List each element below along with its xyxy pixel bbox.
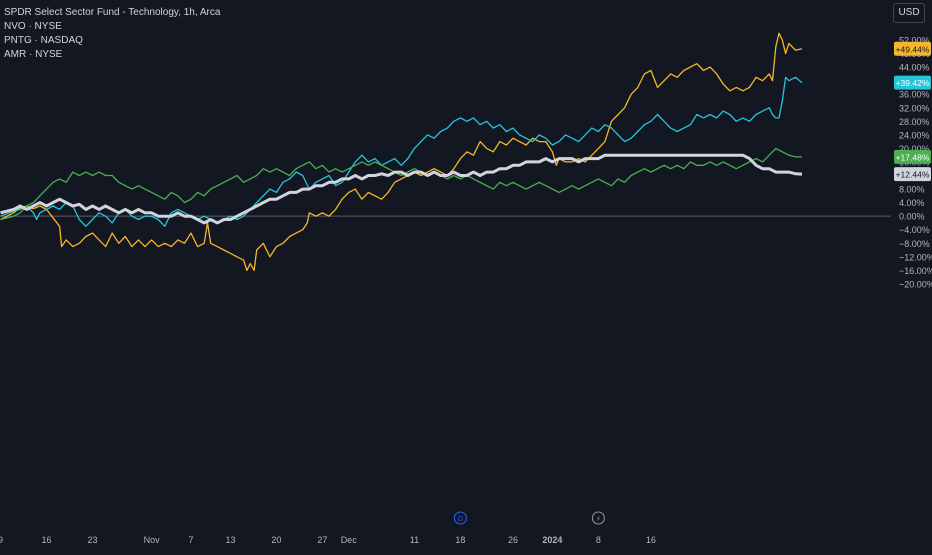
- value-badge-nvo: +17.48%: [894, 149, 931, 164]
- x-tick-label: 16: [646, 535, 656, 545]
- currency-button[interactable]: USD: [893, 3, 925, 23]
- x-tick-label: Dec: [341, 535, 358, 545]
- value-badge-label: +12.44%: [896, 170, 930, 180]
- y-tick-label: 24.00%: [899, 130, 930, 140]
- y-tick-label: −20.00%: [899, 279, 932, 289]
- x-tick-label: 9: [0, 535, 3, 545]
- x-tick-label: 20: [271, 535, 281, 545]
- legend-item-pntg[interactable]: PNTG · NASDAQ: [4, 35, 83, 46]
- dividend-marker-icon[interactable]: D: [453, 511, 467, 525]
- y-tick-label: −4.00%: [899, 225, 930, 235]
- legend: SPDR Select Sector Fund - Technology, 1h…: [4, 6, 220, 62]
- y-tick-label: −12.00%: [899, 252, 932, 262]
- y-tick-label: 52.00%: [899, 36, 930, 46]
- legend-item-amr[interactable]: AMR · NYSE: [4, 49, 63, 60]
- x-tick-label: 16: [41, 535, 51, 545]
- y-tick-label: −8.00%: [899, 239, 930, 249]
- x-tick-label: 8: [596, 535, 601, 545]
- y-tick-label: 36.00%: [899, 90, 930, 100]
- x-tick-label: 23: [87, 535, 97, 545]
- y-tick-label: 20.00%: [899, 144, 930, 154]
- x-tick-label: 11: [410, 535, 419, 545]
- x-tick-label: Nov: [144, 535, 161, 545]
- value-badge-amr: +49.44%: [894, 41, 931, 56]
- value-badge-label: +49.44%: [896, 44, 930, 54]
- series-line-nvo[interactable]: [0, 147, 803, 221]
- series-line-pntg[interactable]: [0, 76, 803, 227]
- y-tick-label: 0.00%: [899, 212, 925, 222]
- value-badge-label: +39.42%: [896, 78, 930, 88]
- x-tick-label: 2024: [542, 535, 562, 545]
- x-tick-label: 13: [225, 535, 235, 545]
- marker-label: D: [458, 516, 463, 523]
- legend-title[interactable]: SPDR Select Sector Fund - Technology, 1h…: [4, 7, 221, 18]
- x-tick-label: 7: [189, 535, 194, 545]
- series-line-main[interactable]: [0, 153, 803, 225]
- x-tick-label: 26: [508, 535, 518, 545]
- value-badge-main: +12.44%: [894, 167, 931, 182]
- series-line-amr[interactable]: [0, 32, 803, 272]
- y-tick-label: 28.00%: [899, 117, 930, 127]
- y-tick-label: 44.00%: [899, 63, 930, 73]
- y-tick-label: −16.00%: [899, 266, 932, 276]
- y-tick-label: 32.00%: [899, 103, 930, 113]
- y-tick-label: 4.00%: [899, 198, 925, 208]
- marker-label: ⚡: [596, 515, 601, 523]
- x-tick-label: 27: [317, 535, 327, 545]
- value-badge-label: +17.48%: [896, 152, 930, 162]
- y-tick-label: 8.00%: [899, 185, 925, 195]
- x-tick-label: 18: [455, 535, 465, 545]
- value-badge-pntg: +39.42%: [894, 75, 931, 90]
- legend-item-nvo[interactable]: NVO · NYSE: [4, 21, 62, 32]
- earnings-marker-icon[interactable]: ⚡: [591, 511, 605, 525]
